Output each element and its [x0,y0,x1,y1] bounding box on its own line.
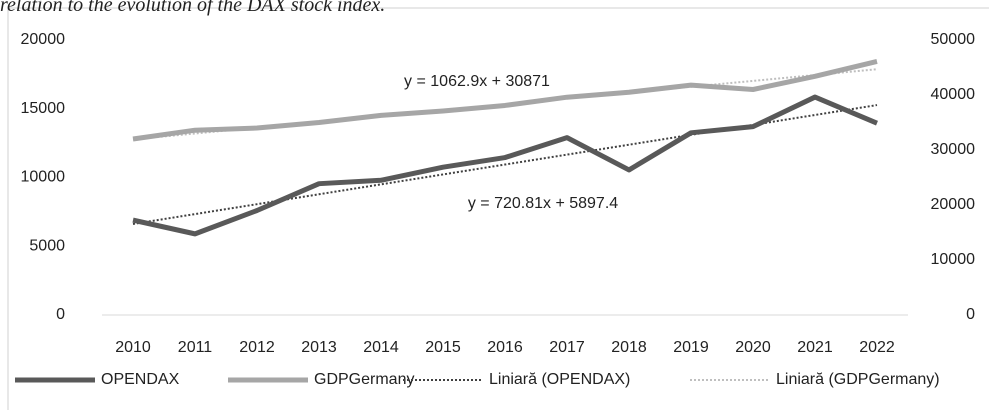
y-tick-label: 20000 [21,31,66,48]
x-tick-label: 2017 [549,339,585,356]
y2-tick-label: 30000 [931,141,976,158]
y2-tick-label: 20000 [931,196,976,213]
legend-label: Liniară (GDPGermany) [776,371,940,388]
y-tick-label: 15000 [21,100,66,117]
annotation: y = 1062.9x + 30871 [404,73,550,90]
legend-label: GDPGermany [314,371,414,388]
y2-tick-label: 0 [966,306,975,323]
legend-label: Liniară (OPENDAX) [489,371,630,388]
annotation: y = 720.81x + 5897.4 [468,195,618,212]
x-tick-label: 2010 [115,339,151,356]
caption: relation to the evolution of the DAX sto… [0,0,385,16]
x-tick-label: 2013 [301,339,337,356]
series-line [132,59,878,142]
x-tick-label: 2015 [425,339,461,356]
y-tick-label: 5000 [29,237,65,254]
x-tick-label: 2019 [673,339,709,356]
y2-tick-label: 50000 [931,31,976,48]
x-tick-label: 2016 [487,339,523,356]
x-tick-label: 2022 [859,339,895,356]
x-tick-label: 2011 [178,339,213,356]
series-line [132,104,878,225]
legend-label: OPENDAX [101,371,180,388]
x-tick-label: 2014 [363,339,399,356]
x-tick-label: 2021 [797,339,833,356]
y2-tick-label: 40000 [931,86,976,103]
x-tick-label: 2020 [735,339,771,356]
chart-border [7,7,989,410]
x-tick-label: 2012 [239,339,275,356]
y-tick-label: 10000 [21,169,66,186]
x-tick-label: 2018 [611,339,647,356]
y2-tick-label: 10000 [931,251,976,268]
y-tick-label: 0 [56,306,65,323]
series-line [132,94,878,237]
